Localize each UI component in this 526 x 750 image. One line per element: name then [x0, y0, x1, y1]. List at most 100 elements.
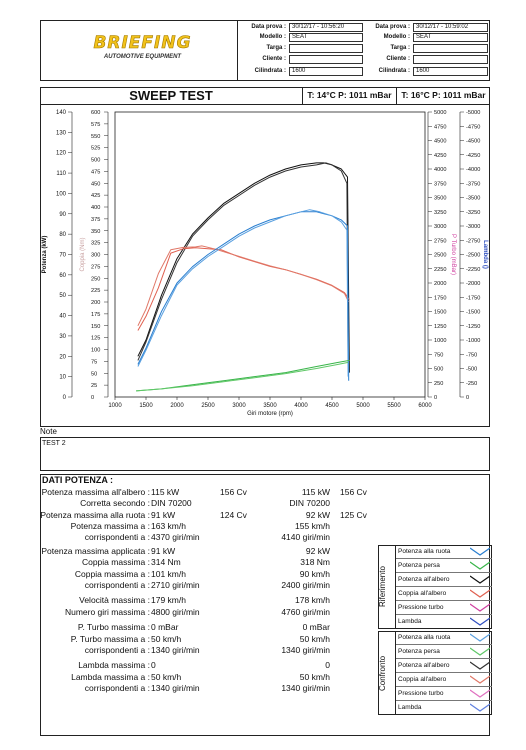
dati-row-label: Potenza massima all'albero : [41, 487, 150, 497]
dati-row-label: Lambda massima : [78, 660, 150, 670]
legend-item-label: Pressione turbo [398, 690, 444, 697]
coppia-tick-label: 350 [91, 229, 100, 235]
dati-row-label: Velocità massima : [79, 595, 150, 605]
coppia-tick-label: 25 [91, 383, 97, 389]
legend-item[interactable]: Lambda [396, 701, 492, 715]
dati-row-value-2: 0 mBar [302, 622, 330, 632]
pturbo-tick-label: 1750 [434, 295, 446, 301]
lambda-tick-label: -2750 [466, 238, 480, 244]
coppia-tick-label: 525 [91, 146, 100, 152]
pturbo-tick-label: 500 [434, 367, 443, 373]
legend-item[interactable]: Pressione turbo [396, 601, 492, 615]
dati-row-label: P. Turbo massima a : [70, 634, 150, 644]
coppia-tick-label: 125 [91, 336, 100, 342]
legend-item[interactable]: Pressione turbo [396, 687, 492, 701]
legend-swatch [470, 633, 490, 642]
legend-swatch [470, 661, 490, 670]
label-targa: Targa : [266, 45, 286, 51]
plot-area [114, 111, 426, 398]
x-tick-label: 2000 [170, 403, 184, 409]
x-tick-label: 3000 [232, 403, 246, 409]
pturbo-tick-label: 750 [434, 352, 443, 358]
legend-item[interactable]: Potenza alla ruota [396, 631, 492, 645]
potenza-tick-label: 90 [59, 212, 66, 218]
label-cilindrata-2: Cilindrata : [378, 68, 410, 74]
legend-item[interactable]: Potenza all'albero [396, 659, 492, 673]
dati-row-label: corrispondenti a : [84, 683, 150, 693]
potenza-tick-label: 140 [56, 110, 67, 116]
legend-swatch [470, 603, 490, 612]
legend-item[interactable]: Coppia all'albero [396, 673, 492, 687]
legend-item[interactable]: Potenza persa [396, 559, 492, 573]
dati-row-label: Coppia massima a : [74, 569, 150, 579]
coppia-tick-label: 400 [91, 205, 100, 211]
label-targa-2: Targa : [390, 45, 410, 51]
legend-item-label: Lambda [398, 618, 422, 625]
dati-row-label: Lambda massima a : [71, 672, 150, 682]
logo-subtitle: AUTOMOTIVE EQUIPMENT [103, 54, 182, 60]
series-line [137, 245, 350, 327]
label-modello: Modello : [259, 34, 286, 40]
dati-row-label: Potenza massima a : [70, 521, 150, 531]
dati-row-value-2: 1340 giri/min [281, 645, 330, 655]
legend-item[interactable]: Potenza all'albero [396, 573, 492, 587]
dati-row-value-1: 4370 giri/min [151, 532, 200, 542]
coppia-tick-label: 0 [91, 395, 94, 401]
lambda-axis-title: Lambda () [482, 240, 488, 269]
field-modello-1: SEAT [289, 33, 363, 42]
x-tick-label: 4500 [325, 403, 339, 409]
coppia-tick-label: 475 [91, 169, 100, 175]
dati-row-value-1: 4800 giri/min [151, 607, 200, 617]
dati-row-value-1: 50 km/h [151, 634, 182, 644]
field-cilindrata-2: 1600 [413, 67, 488, 76]
legend-item[interactable]: Lambda [396, 615, 492, 629]
lambda-tick-label: -3000 [466, 224, 480, 230]
legend-item[interactable]: Potenza persa [396, 645, 492, 659]
dati-row-value-2: 155 km/h [295, 521, 330, 531]
legend-item-label: Potenza all'albero [398, 662, 450, 669]
legend-item-label: Coppia all'albero [398, 590, 447, 597]
dati-row-value-2: 318 Nm [300, 557, 330, 567]
potenza-tick-label: 110 [56, 171, 66, 177]
dati-row-value-2: 4760 giri/min [281, 607, 330, 617]
legend-item[interactable]: Potenza alla ruota [396, 545, 492, 559]
legend-swatch [470, 575, 490, 584]
field-data-prova-1: 30/12/17 - 10:56:20 [289, 23, 363, 32]
dati-row-value-2: 115 kW [301, 487, 330, 497]
legend-item-label: Pressione turbo [398, 604, 444, 611]
dati-row-label: corrispondenti a : [84, 532, 150, 542]
coppia-tick-label: 150 [91, 324, 100, 330]
coppia-tick-label: 550 [91, 134, 100, 140]
coppia-tick-label: 175 [91, 312, 100, 318]
header-box [40, 20, 490, 81]
dati-row-label: Coppia massima : [81, 557, 150, 567]
dati-row-value-2: 50 km/h [299, 634, 330, 644]
pturbo-tick-label: 1500 [434, 310, 446, 316]
coppia-tick-label: 575 [91, 122, 100, 128]
lambda-tick-label: -2500 [466, 253, 480, 259]
dati-row-value-1: 115 kW [151, 487, 180, 497]
coppia-axis-title: Coppia (Nm) [80, 237, 86, 271]
pturbo-tick-label: 1250 [434, 324, 446, 330]
dati-row-label: Potenza massima applicata : [41, 546, 150, 556]
coppia-tick-label: 600 [91, 110, 100, 116]
potenza-tick-label: 50 [59, 293, 66, 299]
label-modello-2: Modello : [383, 34, 410, 40]
pturbo-tick-label: 2250 [434, 267, 446, 273]
legend-item[interactable]: Coppia all'albero [396, 587, 492, 601]
title-box: SWEEP TEST [40, 87, 303, 105]
note-box [40, 437, 490, 471]
legend-riferimento-title: Riferimento [378, 545, 396, 629]
potenza-tick-label: 100 [56, 191, 67, 197]
sweep-chart: 1000 1500 2000 2500 3000 3500 4000 4500 5000 5500… [42, 110, 488, 417]
lambda-tick-label: -2250 [466, 267, 480, 273]
dati-row-value-1: DIN 70200 [151, 498, 192, 508]
dati-row-value-2: 178 km/h [295, 595, 330, 605]
dati-row-value-2: 92 kW [305, 546, 330, 556]
potenza-tick-label: 130 [56, 130, 67, 136]
coppia-tick-label: 200 [91, 300, 100, 306]
dati-row-value-1: 1340 giri/min [151, 683, 200, 693]
logo-text: BRIEFING [93, 33, 192, 54]
lambda-tick-label: -3750 [466, 181, 480, 187]
field-cliente-2 [413, 55, 488, 64]
